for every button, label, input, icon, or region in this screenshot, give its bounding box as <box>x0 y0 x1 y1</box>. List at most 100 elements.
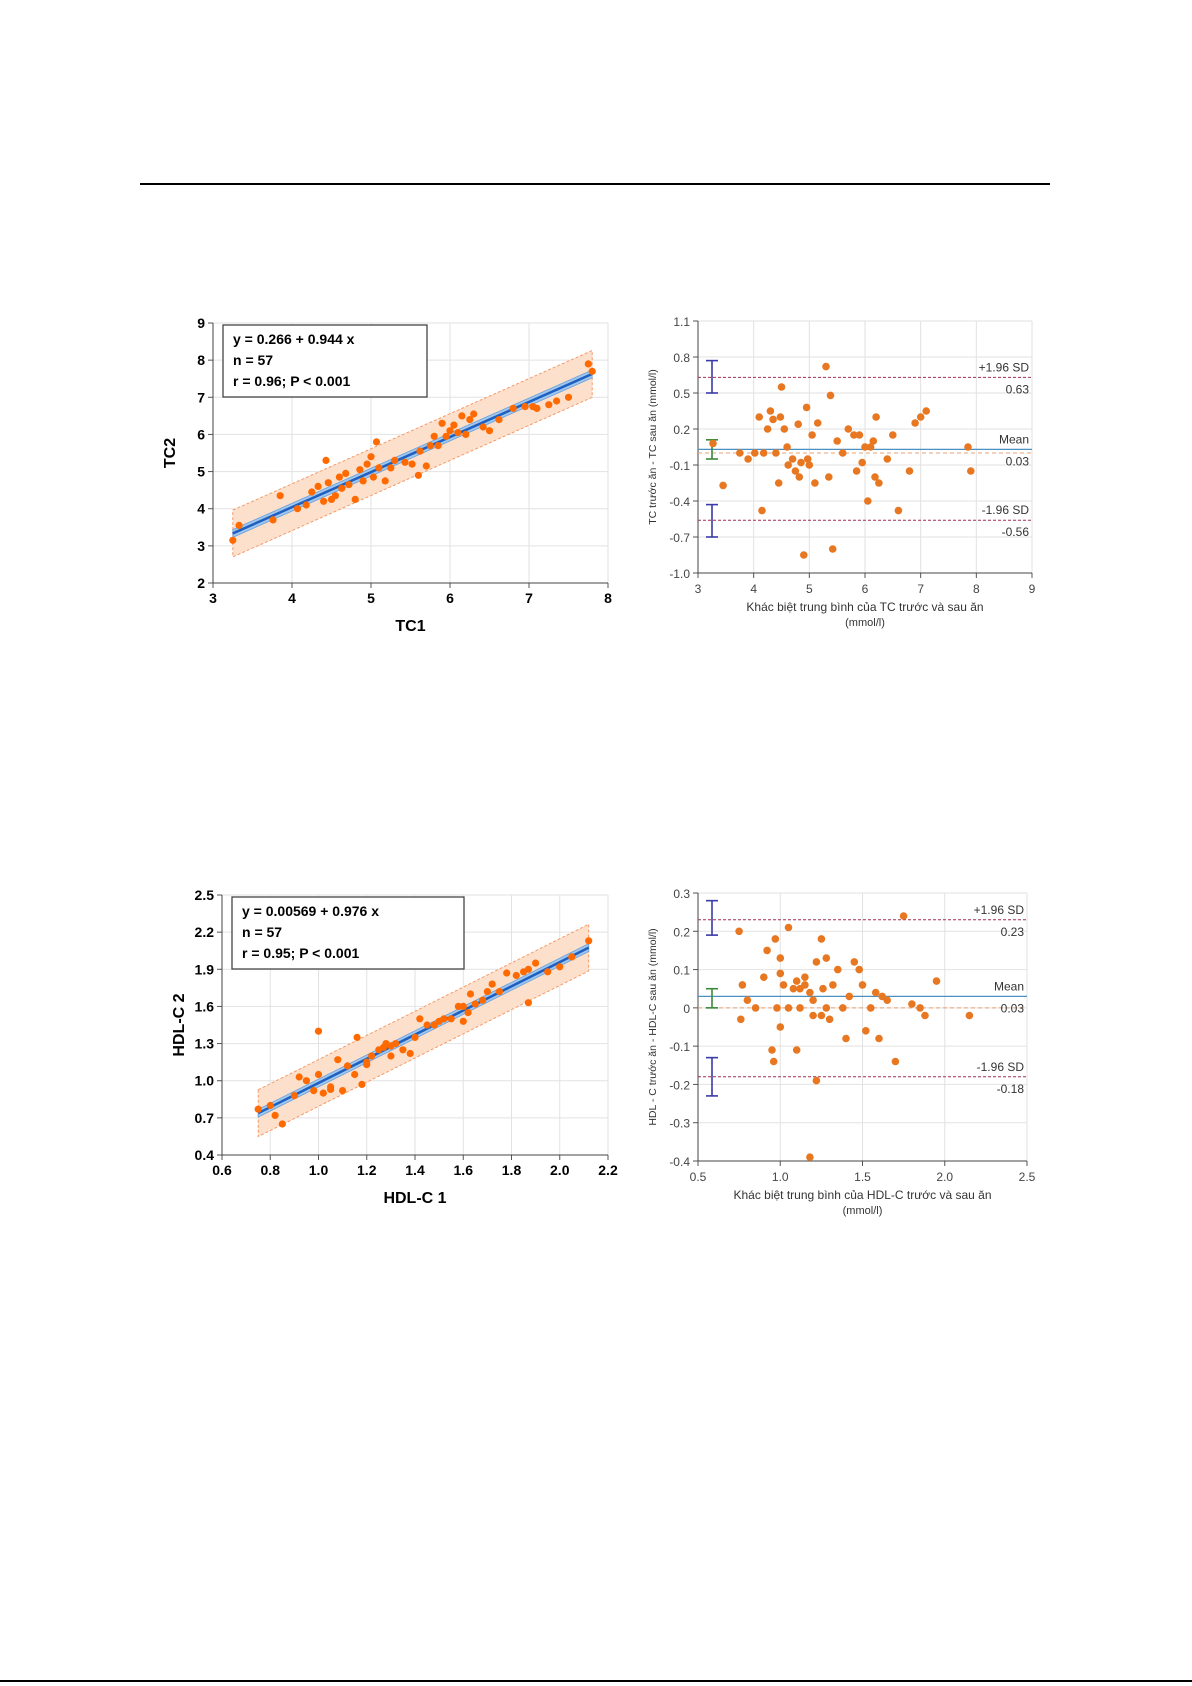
y-tick-label: 9 <box>197 315 205 331</box>
data-point <box>479 423 487 431</box>
x-tick-label: 1.0 <box>309 1162 329 1178</box>
data-point <box>512 971 520 980</box>
data-point <box>276 492 284 500</box>
upper-limit-name: +1.96 SD <box>979 360 1030 374</box>
data-point <box>358 1080 366 1088</box>
data-point <box>466 990 475 998</box>
data-point <box>392 1040 400 1048</box>
y-tick-label: 0.7 <box>195 1110 215 1126</box>
data-point <box>809 1011 817 1020</box>
data-point <box>320 497 328 505</box>
data-point <box>459 1002 467 1010</box>
data-point <box>883 996 891 1004</box>
data-point <box>822 954 831 962</box>
data-point <box>806 988 814 997</box>
data-point <box>254 1105 262 1113</box>
data-point <box>803 455 812 463</box>
data-point <box>788 455 797 463</box>
data-point <box>466 416 474 424</box>
data-point <box>372 438 381 446</box>
data-point <box>401 458 409 466</box>
data-point <box>822 1004 831 1012</box>
data-point <box>795 473 804 481</box>
data-point <box>916 1004 924 1012</box>
data-point <box>808 431 816 439</box>
data-point <box>801 981 809 989</box>
data-point <box>269 516 277 524</box>
x-axis-title: Khác biệt trung bình của HDL-C trước và … <box>733 1188 991 1202</box>
data-point <box>777 383 786 391</box>
data-point <box>796 1004 804 1012</box>
data-point <box>772 449 780 457</box>
x-tick-label: 7 <box>525 590 533 606</box>
data-point <box>922 407 930 415</box>
footer-rule <box>0 1680 1192 1682</box>
data-point <box>751 449 759 457</box>
data-point <box>784 923 793 932</box>
data-point <box>416 1015 424 1023</box>
x-axis-title: Khác biệt trung bình của TC trước và sau… <box>746 600 983 614</box>
data-point <box>855 965 863 974</box>
data-point <box>584 360 592 368</box>
y-tick-label: 0 <box>683 1002 690 1016</box>
data-point <box>430 432 438 440</box>
regression-legend-line: y = 0.266 + 0.944 x <box>233 331 355 347</box>
x-tick-label: 6 <box>446 590 454 606</box>
data-point <box>359 477 367 485</box>
regression-legend-box <box>222 324 428 398</box>
regression-legend-box <box>231 896 465 970</box>
data-point <box>834 965 842 974</box>
y-tick-label: 2.2 <box>195 924 215 940</box>
data-point <box>391 456 399 464</box>
y-tick-label: -1.0 <box>669 567 690 581</box>
upper-limit-value: 0.23 <box>1001 925 1025 939</box>
x-tick-label: 4 <box>288 590 296 606</box>
data-point <box>351 1070 359 1079</box>
x-tick-label: 3 <box>209 590 217 606</box>
x-tick-label: 8 <box>973 582 980 596</box>
data-point <box>544 968 552 976</box>
data-point <box>797 458 805 467</box>
x-tick-label: 1.8 <box>502 1162 522 1178</box>
x-tick-label: 2.0 <box>550 1162 570 1178</box>
y-tick-label: 8 <box>197 352 205 368</box>
data-point <box>802 403 811 412</box>
data-point <box>905 467 914 475</box>
data-point <box>828 545 837 553</box>
data-point <box>845 992 854 1001</box>
upper-limit-value: 0.63 <box>1006 382 1030 396</box>
data-point <box>399 1046 407 1054</box>
data-point <box>408 460 416 468</box>
data-point <box>784 1004 793 1012</box>
data-point <box>776 969 785 978</box>
hdl-bland-altman-chart: 0.5 1.0 1.5 2.0 2.5 -0.4 -0.3 -0.2 -0.1 0 0.1 0.2 0.… <box>647 887 1036 1217</box>
data-point <box>295 1073 303 1081</box>
data-point <box>965 1011 974 1020</box>
data-point <box>302 1077 310 1085</box>
y-axis-title: HDL-C 2 <box>171 993 188 1056</box>
data-point <box>363 1058 371 1066</box>
regression-legend-line: n = 57 <box>233 352 273 368</box>
data-point <box>916 413 925 421</box>
y-tick-label: 5 <box>197 464 205 480</box>
data-point <box>792 977 801 985</box>
data-point <box>322 456 330 464</box>
data-point <box>351 495 359 503</box>
data-point <box>356 466 364 474</box>
data-point <box>829 981 837 989</box>
data-point <box>416 447 424 455</box>
data-point <box>736 449 744 457</box>
y-tick-label: 6 <box>197 426 205 442</box>
data-point <box>794 420 802 428</box>
data-point <box>568 953 576 961</box>
data-point <box>738 981 747 989</box>
data-point <box>324 479 332 487</box>
data-point <box>932 977 941 985</box>
data-point <box>858 458 866 467</box>
data-point <box>852 467 861 475</box>
data-point <box>805 461 814 469</box>
data-point <box>850 958 859 966</box>
x-tick-label: 0.8 <box>261 1162 281 1178</box>
data-point <box>809 996 817 1004</box>
data-point <box>769 1057 778 1066</box>
